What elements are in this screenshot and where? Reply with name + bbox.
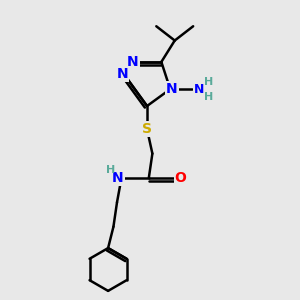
- Text: H: H: [204, 77, 214, 87]
- Text: O: O: [175, 171, 187, 185]
- Text: N: N: [127, 55, 139, 69]
- Text: H: H: [106, 165, 115, 175]
- Text: N: N: [194, 83, 204, 96]
- Text: S: S: [142, 122, 152, 136]
- Text: N: N: [166, 82, 178, 96]
- Text: N: N: [112, 171, 124, 185]
- Text: N: N: [116, 67, 128, 81]
- Text: H: H: [204, 92, 214, 102]
